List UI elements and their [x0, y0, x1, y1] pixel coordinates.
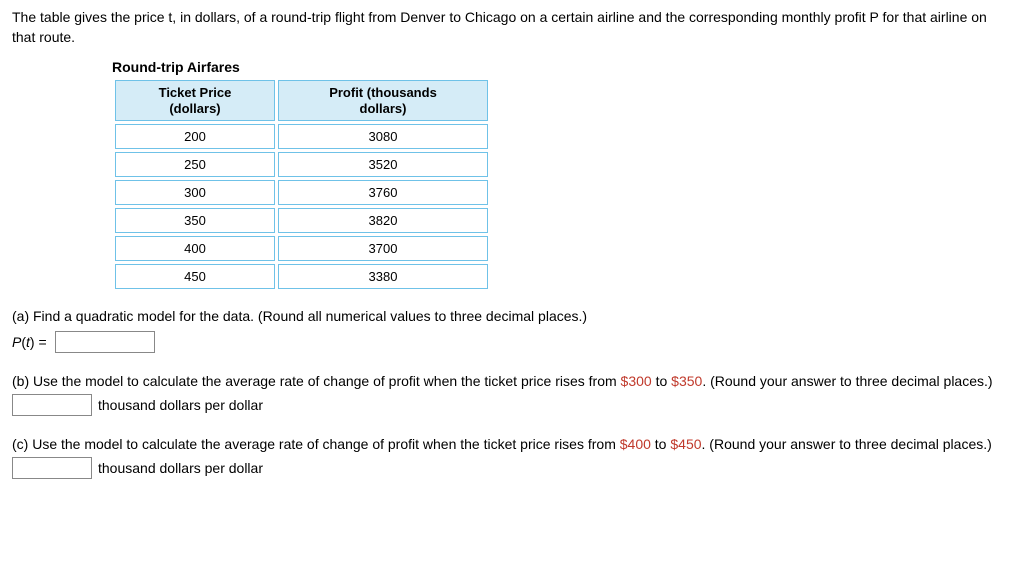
cell-price: 450: [115, 264, 275, 289]
b-mid: to: [652, 373, 671, 389]
cell-profit: 3700: [278, 236, 488, 261]
part-b: (b) Use the model to calculate the avera…: [12, 371, 1012, 416]
c-after: . (Round your answer to three decimal pl…: [702, 436, 992, 452]
table-row: 450 3380: [115, 264, 488, 289]
th-line2: dollars): [360, 101, 407, 116]
th-line1: Profit (thousands: [329, 85, 437, 100]
c-mid: to: [651, 436, 670, 452]
cell-price: 200: [115, 124, 275, 149]
part-a: (a) Find a quadratic model for the data.…: [12, 306, 1012, 353]
table-row: 350 3820: [115, 208, 488, 233]
th-line2: (dollars): [169, 101, 220, 116]
table-row: 400 3700: [115, 236, 488, 261]
part-a-equation: P(t) =: [12, 331, 1012, 353]
part-b-unit: thousand dollars per dollar: [98, 395, 263, 416]
cell-price: 350: [115, 208, 275, 233]
part-c-answer-row: thousand dollars per dollar: [12, 457, 1012, 479]
table-row: 250 3520: [115, 152, 488, 177]
airfares-table: Ticket Price (dollars) Profit (thousands…: [112, 77, 491, 292]
lhs-close: ) =: [30, 334, 47, 350]
b-price2: $350: [671, 373, 702, 389]
lhs-P: P: [12, 334, 21, 350]
part-c: (c) Use the model to calculate the avera…: [12, 434, 1012, 479]
cell-price: 250: [115, 152, 275, 177]
cell-price: 400: [115, 236, 275, 261]
cell-profit: 3820: [278, 208, 488, 233]
c-price2: $450: [670, 436, 701, 452]
c-price1: $400: [620, 436, 651, 452]
part-c-prompt: (c) Use the model to calculate the avera…: [12, 434, 1012, 455]
table-row: 200 3080: [115, 124, 488, 149]
part-a-prompt: (a) Find a quadratic model for the data.…: [12, 306, 1012, 327]
table-header-profit: Profit (thousands dollars): [278, 80, 488, 121]
part-b-input[interactable]: [12, 394, 92, 416]
part-b-answer-row: thousand dollars per dollar: [12, 394, 1012, 416]
b-after: . (Round your answer to three decimal pl…: [702, 373, 992, 389]
cell-profit: 3380: [278, 264, 488, 289]
table-header-price: Ticket Price (dollars): [115, 80, 275, 121]
table-row: 300 3760: [115, 180, 488, 205]
th-line1: Ticket Price: [159, 85, 232, 100]
cell-profit: 3080: [278, 124, 488, 149]
table-caption: Round-trip Airfares: [112, 59, 1012, 75]
part-b-prompt: (b) Use the model to calculate the avera…: [12, 371, 1012, 392]
part-c-input[interactable]: [12, 457, 92, 479]
cell-profit: 3520: [278, 152, 488, 177]
intro-text: The table gives the price t, in dollars,…: [12, 8, 1012, 47]
b-before: (b) Use the model to calculate the avera…: [12, 373, 621, 389]
b-price1: $300: [621, 373, 652, 389]
cell-price: 300: [115, 180, 275, 205]
lhs: P(t) =: [12, 332, 47, 353]
c-before: (c) Use the model to calculate the avera…: [12, 436, 620, 452]
part-c-unit: thousand dollars per dollar: [98, 458, 263, 479]
airfares-table-wrap: Round-trip Airfares Ticket Price (dollar…: [112, 59, 1012, 292]
cell-profit: 3760: [278, 180, 488, 205]
part-a-input[interactable]: [55, 331, 155, 353]
